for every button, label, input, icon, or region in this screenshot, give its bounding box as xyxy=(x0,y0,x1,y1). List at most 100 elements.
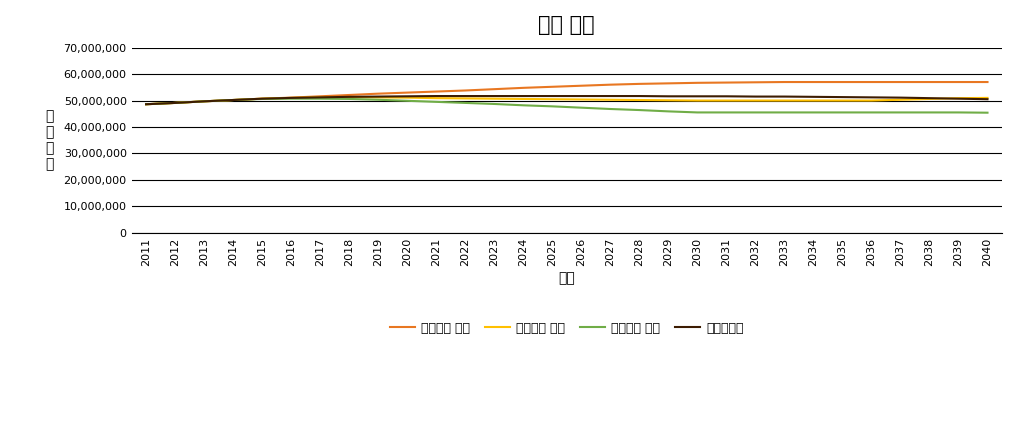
추계인구 저위 xyxy=(256,96,268,102)
추계인구 저위 xyxy=(952,110,964,115)
추계인구 고위 xyxy=(140,102,153,107)
추계인구 저위 xyxy=(314,96,326,101)
추계인구 중위 xyxy=(634,97,646,103)
추계인구 고위 xyxy=(343,92,355,98)
추계인구 중위 xyxy=(923,96,936,102)
추계인구 고위 xyxy=(692,80,704,85)
추계인구 중위 xyxy=(518,96,530,102)
추계인구 중위 xyxy=(401,95,413,100)
시민레이션 xyxy=(169,100,181,106)
추계인구 고위 xyxy=(634,81,646,87)
추계인구 중위 xyxy=(198,99,211,104)
시민레이션 xyxy=(778,94,790,99)
추계인구 고위 xyxy=(314,94,326,99)
추계인구 저위 xyxy=(198,99,211,104)
추계인구 저위 xyxy=(140,102,153,107)
추계인구 고위 xyxy=(227,97,239,103)
추계인구 고위 xyxy=(604,82,616,88)
추계인구 고위 xyxy=(807,80,820,85)
추계인구 고위 xyxy=(488,87,500,92)
추계인구 저위 xyxy=(865,110,878,115)
시민레이션 xyxy=(720,94,732,99)
추계인구 중위 xyxy=(692,98,704,103)
추계인구 저위 xyxy=(807,110,820,115)
추계인구 저위 xyxy=(459,100,471,106)
시민레이션 xyxy=(401,94,413,99)
시민레이션 xyxy=(546,93,558,99)
추계인구 중위 xyxy=(546,96,558,102)
추계인구 고위 xyxy=(285,95,297,100)
추계인구 저위 xyxy=(894,110,906,115)
추계인구 중위 xyxy=(430,95,442,101)
추계인구 고위 xyxy=(518,85,530,91)
추계인구 중위 xyxy=(140,102,153,107)
추계인구 저위 xyxy=(227,97,239,103)
추계인구 고위 xyxy=(576,83,588,88)
시민레이션 xyxy=(634,93,646,99)
추계인구 중위 xyxy=(662,98,674,103)
추계인구 저위 xyxy=(430,99,442,104)
추계인구 고위 xyxy=(401,90,413,95)
추계인구 저위 xyxy=(692,110,704,115)
추계인구 저위 xyxy=(169,100,181,106)
Line: 추계인구 중위: 추계인구 중위 xyxy=(146,97,988,104)
추계인구 고위 xyxy=(459,88,471,93)
시민레이션 xyxy=(750,94,762,99)
추계인구 중위 xyxy=(314,95,326,100)
시민레이션 xyxy=(836,95,848,100)
추계인구 고위 xyxy=(372,91,384,96)
추계인구 고위 xyxy=(836,80,848,85)
추계인구 저위 xyxy=(750,110,762,115)
추계인구 저위 xyxy=(343,96,355,102)
추계인구 중위 xyxy=(256,96,268,101)
추계인구 중위 xyxy=(981,95,994,100)
시민레이션 xyxy=(952,96,964,101)
시민레이션 xyxy=(488,93,500,99)
시민레이션 xyxy=(662,94,674,99)
시민레이션 xyxy=(198,99,211,104)
추계인구 중위 xyxy=(285,95,297,100)
Legend: 추계인구 고위, 추계인구 중위, 추계인구 저위, 시민레이션: 추계인구 고위, 추계인구 중위, 추계인구 저위, 시민레이션 xyxy=(384,316,750,339)
추계인구 고위 xyxy=(923,80,936,85)
추계인구 저위 xyxy=(488,101,500,107)
추계인구 중위 xyxy=(807,98,820,103)
시민레이션 xyxy=(343,94,355,99)
추계인구 고위 xyxy=(662,81,674,86)
Y-axis label: 사
다
인
구: 사 다 인 구 xyxy=(46,109,54,171)
시민레이션 xyxy=(865,95,878,100)
추계인구 저위 xyxy=(662,109,674,114)
시민레이션 xyxy=(576,93,588,99)
시민레이션 xyxy=(692,94,704,99)
시민레이션 xyxy=(459,93,471,99)
추계인구 중위 xyxy=(372,95,384,100)
시민레이션 xyxy=(140,102,153,107)
시민레이션 xyxy=(285,95,297,100)
추계인구 고위 xyxy=(778,80,790,85)
추계인구 중위 xyxy=(343,95,355,100)
추계인구 중위 xyxy=(952,95,964,101)
시민레이션 xyxy=(894,95,906,100)
시민레이션 xyxy=(981,96,994,102)
시민레이션 xyxy=(372,94,384,99)
시민레이션 xyxy=(604,93,616,99)
추계인구 중위 xyxy=(604,97,616,103)
추계인구 저위 xyxy=(634,107,646,113)
Title: 인구 추계: 인구 추계 xyxy=(538,15,595,35)
추계인구 고위 xyxy=(256,96,268,101)
추계인구 중위 xyxy=(227,97,239,103)
시민레이션 xyxy=(227,97,239,103)
추계인구 저위 xyxy=(981,110,994,115)
추계인구 고위 xyxy=(865,80,878,85)
추계인구 중위 xyxy=(459,96,471,101)
추계인구 저위 xyxy=(836,110,848,115)
추계인구 고위 xyxy=(546,84,558,89)
추계인구 중위 xyxy=(778,98,790,103)
추계인구 중위 xyxy=(865,98,878,103)
추계인구 중위 xyxy=(169,100,181,106)
추계인구 저위 xyxy=(576,105,588,110)
추계인구 고위 xyxy=(169,100,181,106)
추계인구 저위 xyxy=(372,97,384,103)
시민레이션 xyxy=(256,96,268,101)
추계인구 저위 xyxy=(518,103,530,108)
X-axis label: 연도: 연도 xyxy=(558,271,576,286)
